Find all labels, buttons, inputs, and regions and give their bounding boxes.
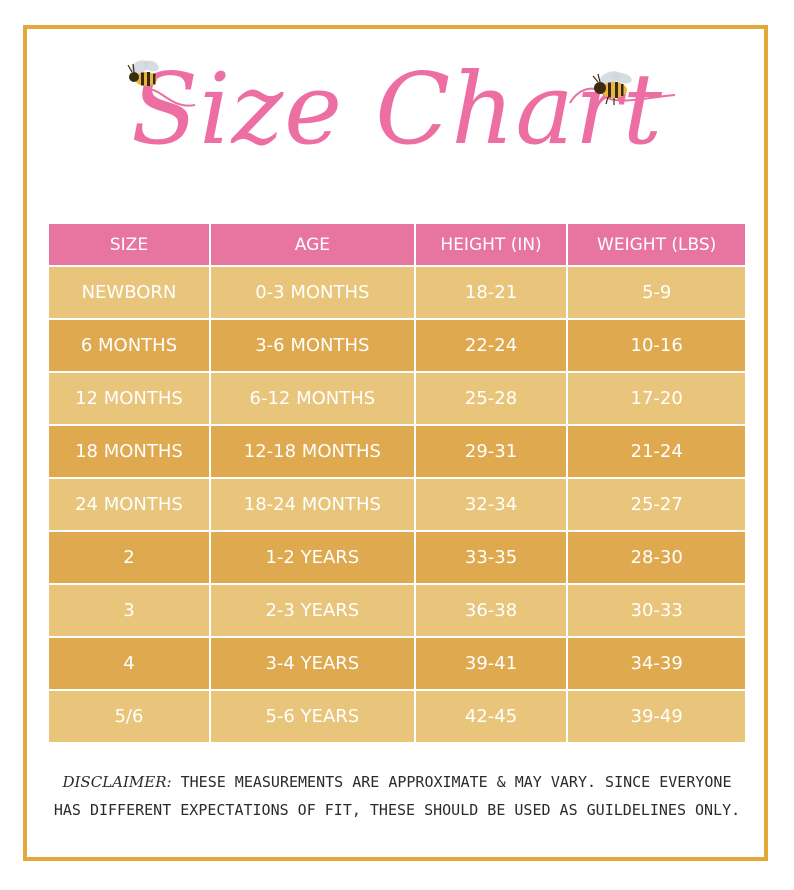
column-header: SIZE — [49, 224, 209, 265]
table-cell: 39-49 — [568, 691, 745, 742]
table-cell: 6 MONTHS — [49, 320, 209, 371]
table-cell: 25-27 — [568, 479, 745, 530]
table-cell: 36-38 — [415, 585, 567, 636]
table-cell: 29-31 — [415, 426, 567, 477]
table-row: 12 MONTHS 6-12 MONTHS 25-28 17-20 — [49, 373, 745, 424]
table-row: 6 MONTHS 3-6 MONTHS 22-24 10-16 — [49, 320, 745, 371]
table-cell: 4 — [49, 638, 209, 689]
table-header-row: SIZE AGE HEIGHT (IN) WEIGHT (LBS) — [49, 224, 745, 265]
table-cell: 18-21 — [415, 267, 567, 318]
table-cell: 21-24 — [568, 426, 745, 477]
column-header: WEIGHT (LBS) — [568, 224, 745, 265]
column-header: HEIGHT (IN) — [415, 224, 567, 265]
table-cell: 18-24 MONTHS — [210, 479, 414, 530]
swirl-decoration — [569, 87, 676, 104]
table-cell: 2-3 YEARS — [210, 585, 414, 636]
table-cell: 30-33 — [568, 585, 745, 636]
table-cell: 2 — [49, 532, 209, 583]
table-cell: 6-12 MONTHS — [210, 373, 414, 424]
page-title: Size Chart — [130, 53, 663, 167]
table-row: 2 1-2 YEARS 33-35 28-30 — [49, 532, 745, 583]
column-header: AGE — [210, 224, 414, 265]
table-row: 3 2-3 YEARS 36-38 30-33 — [49, 585, 745, 636]
table-cell: 39-41 — [415, 638, 567, 689]
table-cell: 5/6 — [49, 691, 209, 742]
table-cell: 24 MONTHS — [49, 479, 209, 530]
table-body: NEWBORN 0-3 MONTHS 18-21 5-9 6 MONTHS 3-6 MON… — [49, 267, 745, 742]
table-cell: 17-20 — [568, 373, 745, 424]
table-row: 18 MONTHS 12-18 MONTHS 29-31 21-24 — [49, 426, 745, 477]
table-row: NEWBORN 0-3 MONTHS 18-21 5-9 — [49, 267, 745, 318]
bee-icon — [592, 71, 632, 105]
table-cell: 3-6 MONTHS — [210, 320, 414, 371]
disclaimer-line-2: HAS DIFFERENT EXPECTATIONS OF FIT, THESE… — [53, 801, 741, 819]
table-cell: 22-24 — [415, 320, 567, 371]
size-table: SIZE AGE HEIGHT (IN) WEIGHT (LBS) NEWBORN 0-… — [47, 222, 747, 744]
table-cell: 3 — [49, 585, 209, 636]
disclaimer-label: DISCLAIMER: — [62, 773, 172, 791]
table-cell: 1-2 YEARS — [210, 532, 414, 583]
table-cell: 5-6 YEARS — [210, 691, 414, 742]
bee-icon — [127, 60, 159, 86]
table-cell: 0-3 MONTHS — [210, 267, 414, 318]
table-cell: 25-28 — [415, 373, 567, 424]
disclaimer-line-1: THESE MEASUREMENTS ARE APPROXIMATE & MAY… — [171, 773, 732, 791]
table-cell: 3-4 YEARS — [210, 638, 414, 689]
table-cell: 34-39 — [568, 638, 745, 689]
swirl-decoration — [144, 88, 196, 107]
table-row: 4 3-4 YEARS 39-41 34-39 — [49, 638, 745, 689]
table-cell: 5-9 — [568, 267, 745, 318]
table-row: 24 MONTHS 18-24 MONTHS 32-34 25-27 — [49, 479, 745, 530]
table-row: 5/6 5-6 YEARS 42-45 39-49 — [49, 691, 745, 742]
table-cell: 12 MONTHS — [49, 373, 209, 424]
table-cell: 32-34 — [415, 479, 567, 530]
table-cell: 28-30 — [568, 532, 745, 583]
table-cell: 10-16 — [568, 320, 745, 371]
disclaimer: DISCLAIMER: THESE MEASUREMENTS ARE APPRO… — [40, 768, 754, 824]
table-cell: 33-35 — [415, 532, 567, 583]
table-cell: 42-45 — [415, 691, 567, 742]
table-cell: 12-18 MONTHS — [210, 426, 414, 477]
table-cell: 18 MONTHS — [49, 426, 209, 477]
table-cell: NEWBORN — [49, 267, 209, 318]
